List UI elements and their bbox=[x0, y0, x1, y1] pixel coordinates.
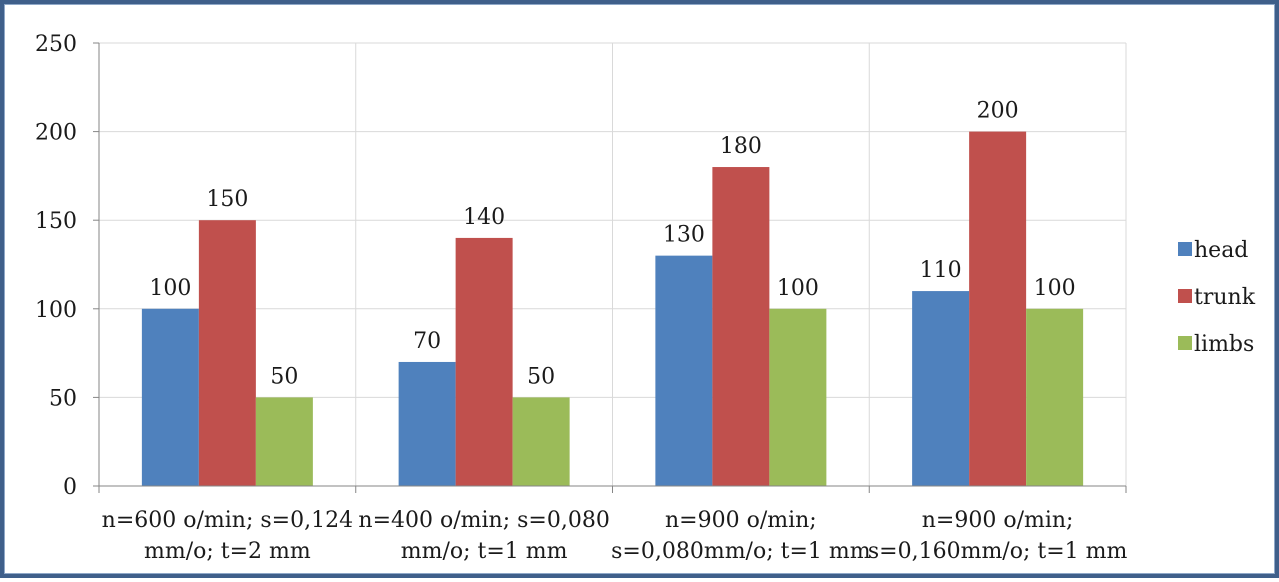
y-tick-label: 0 bbox=[63, 475, 77, 500]
data-label-trunk: 150 bbox=[206, 187, 248, 212]
y-tick-label: 150 bbox=[35, 209, 77, 234]
y-tick-label: 50 bbox=[49, 386, 77, 411]
x-category-label: s=0,160mm/o; t=1 mm bbox=[868, 539, 1128, 564]
x-category-label: s=0,080mm/o; t=1 mm bbox=[611, 539, 871, 564]
bar-limbs bbox=[512, 397, 570, 486]
legend: head trunk limbs bbox=[1178, 238, 1256, 357]
data-label-head: 100 bbox=[149, 276, 191, 301]
bar-head bbox=[141, 308, 199, 486]
bar-head bbox=[655, 255, 713, 486]
legend-swatch-trunk bbox=[1178, 289, 1192, 303]
data-label-limbs: 100 bbox=[777, 276, 819, 301]
x-category-label: mm/o; t=2 mm bbox=[144, 539, 311, 564]
bar-trunk bbox=[455, 237, 513, 486]
legend-label-head: head bbox=[1194, 238, 1248, 263]
data-label-limbs: 50 bbox=[270, 364, 298, 389]
y-tick-label: 200 bbox=[35, 121, 77, 146]
data-label-trunk: 140 bbox=[463, 205, 505, 230]
legend-label-trunk: trunk bbox=[1194, 285, 1256, 310]
bar-limbs bbox=[255, 397, 313, 486]
y-tick-label: 250 bbox=[35, 32, 77, 57]
bar-limbs bbox=[1026, 308, 1084, 486]
x-category-label: n=900 o/min; bbox=[665, 508, 817, 533]
x-category-label: n=400 o/min; s=0,080 bbox=[358, 508, 609, 533]
legend-label-limbs: limbs bbox=[1194, 332, 1254, 357]
x-category-label: n=900 o/min; bbox=[922, 508, 1074, 533]
legend-swatch-limbs bbox=[1178, 336, 1192, 350]
data-label-trunk: 180 bbox=[720, 134, 762, 159]
bar-head bbox=[398, 361, 456, 486]
data-label-limbs: 50 bbox=[527, 364, 555, 389]
bar-trunk bbox=[712, 167, 770, 487]
x-category-label: n=600 o/min; s=0,124 bbox=[102, 508, 353, 533]
data-label-head: 70 bbox=[413, 329, 441, 354]
data-label-trunk: 200 bbox=[977, 99, 1019, 124]
bar-head bbox=[912, 291, 970, 486]
bars bbox=[141, 131, 1084, 487]
legend-swatch-head bbox=[1178, 242, 1192, 256]
data-label-head: 130 bbox=[663, 223, 705, 248]
bar-trunk bbox=[969, 131, 1027, 486]
bar-trunk bbox=[198, 220, 256, 486]
bar-chart: 0 50 100 150 200 250 n=600 o/min; s=0,124 mm/o;… bbox=[35, 32, 1256, 564]
y-tick-label: 100 bbox=[35, 298, 77, 323]
data-labels: 100 150 50 70 140 50 130 180 100 110 200 100 bbox=[149, 99, 1075, 390]
data-label-head: 110 bbox=[920, 258, 962, 283]
x-category-label: mm/o; t=1 mm bbox=[401, 539, 568, 564]
axes: 0 50 100 150 200 250 n=600 o/min; s=0,124 mm/o;… bbox=[35, 32, 1127, 564]
data-label-limbs: 100 bbox=[1034, 276, 1076, 301]
bar-limbs bbox=[769, 308, 827, 486]
